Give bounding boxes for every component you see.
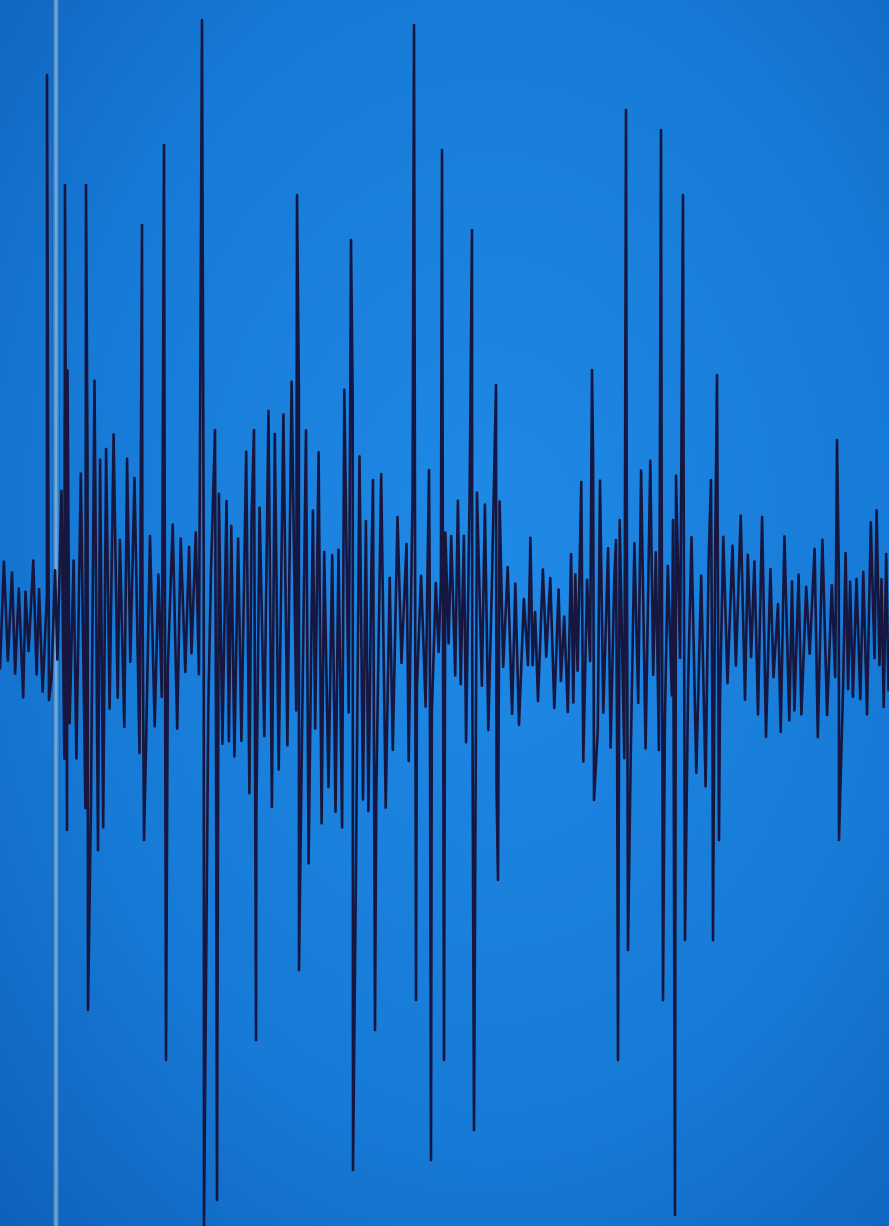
waveform-trace <box>0 18 889 1226</box>
waveform <box>0 18 889 1226</box>
